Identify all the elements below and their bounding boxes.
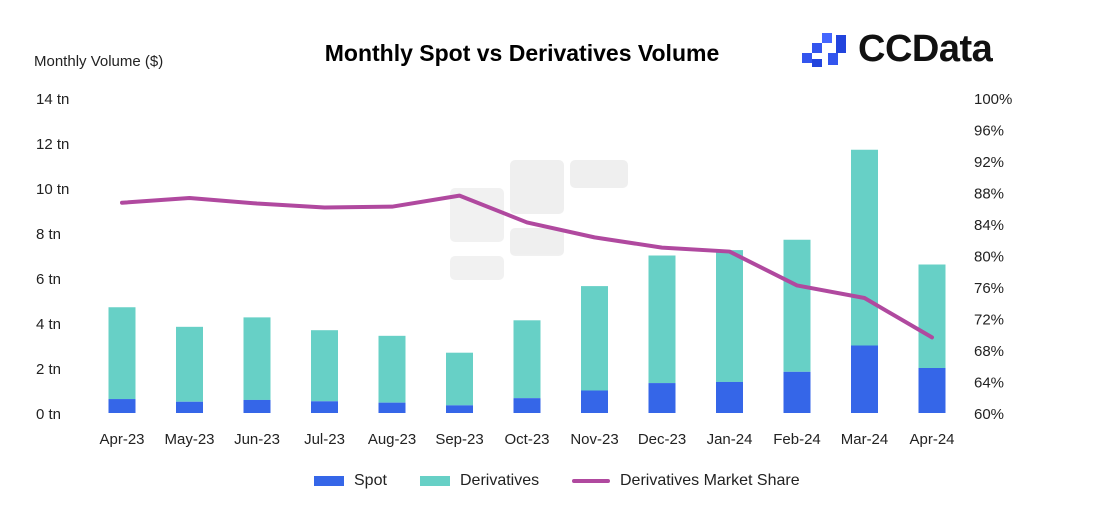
bar-spot-Sep-23 <box>446 405 473 413</box>
bar-spot-Nov-23 <box>581 390 608 413</box>
bar-spot-Jan-24 <box>716 381 743 413</box>
bar-derivatives-May-23 <box>176 326 203 402</box>
y2-tick-label: 100% <box>974 91 1012 108</box>
y-tick-label: 12 tn <box>36 136 69 153</box>
watermark <box>450 160 628 280</box>
y-tick-label: 8 tn <box>36 226 61 243</box>
y2-tick-label: 80% <box>974 249 1004 266</box>
legend-item-derivatives: Derivatives <box>420 472 539 490</box>
x-tick-label: Dec-23 <box>638 431 686 448</box>
x-tick-label: Jun-23 <box>234 431 280 448</box>
y-tick-label: 0 tn <box>36 406 61 423</box>
y2-tick-label: 60% <box>974 406 1004 423</box>
bar-derivatives-Mar-24 <box>851 149 878 346</box>
x-tick-label: Feb-24 <box>773 431 821 448</box>
y-tick-label: 6 tn <box>36 271 61 288</box>
y2-tick-label: 88% <box>974 186 1004 203</box>
bar-derivatives-Apr-24 <box>918 264 946 368</box>
y2-tick-label: 84% <box>974 217 1004 234</box>
legend: Spot Derivatives Derivatives Market Shar… <box>0 472 1094 496</box>
bar-derivatives-Apr-23 <box>108 307 136 400</box>
legend-label-share: Derivatives Market Share <box>620 472 800 489</box>
y2-tick-label: 72% <box>974 312 1004 329</box>
bar-derivatives-Oct-23 <box>513 320 541 399</box>
x-tick-label: Jul-23 <box>304 431 345 448</box>
bar-derivatives-Nov-23 <box>581 286 608 391</box>
bar-spot-Dec-23 <box>648 383 676 413</box>
legend-item-share: Derivatives Market Share <box>572 472 800 490</box>
bar-spot-Apr-23 <box>108 399 136 413</box>
bar-derivatives-Jan-24 <box>716 250 743 382</box>
logo-text: CCData <box>858 27 993 70</box>
y-tick-label: 4 tn <box>36 316 61 333</box>
bar-derivatives-Feb-24 <box>783 239 811 372</box>
x-tick-label: Nov-23 <box>570 431 618 448</box>
x-tick-label: Apr-23 <box>99 431 144 448</box>
bar-spot-Apr-24 <box>918 368 946 413</box>
y2-tick-label: 96% <box>974 123 1004 140</box>
x-tick-label: May-23 <box>164 431 214 448</box>
bar-derivatives-Jun-23 <box>243 317 271 400</box>
x-tick-label: Jan-24 <box>707 431 753 448</box>
y2-tick-label: 76% <box>974 280 1004 297</box>
bar-spot-Jun-23 <box>243 399 271 413</box>
bar-spot-May-23 <box>176 401 203 413</box>
x-tick-label: Sep-23 <box>435 431 483 448</box>
bar-derivatives-Dec-23 <box>648 255 676 384</box>
bar-derivatives-Jul-23 <box>311 330 338 402</box>
y2-tick-label: 64% <box>974 375 1004 392</box>
legend-swatch-derivatives <box>420 476 450 486</box>
y-tick-label: 14 tn <box>36 91 69 108</box>
legend-swatch-share <box>572 479 610 483</box>
ccdata-logo: CCData <box>802 26 993 72</box>
y-axis-title: Monthly Volume ($) <box>34 53 164 70</box>
y-tick-label: 10 tn <box>36 181 69 198</box>
bar-spot-Oct-23 <box>513 398 541 413</box>
chart-title: Monthly Spot vs Derivatives Volume <box>324 40 720 66</box>
legend-swatch-spot <box>314 476 344 486</box>
legend-item-spot: Spot <box>314 472 387 490</box>
bar-derivatives-Sep-23 <box>446 352 473 406</box>
legend-label-derivatives: Derivatives <box>460 472 540 489</box>
bar-spot-Feb-24 <box>783 371 811 413</box>
bar-spot-Jul-23 <box>311 401 338 413</box>
y-tick-label: 2 tn <box>36 361 61 378</box>
x-tick-label: Oct-23 <box>504 431 549 448</box>
ccdata-logo-icon <box>802 33 846 67</box>
legend-label-spot: Spot <box>354 472 387 489</box>
x-tick-label: Apr-24 <box>909 431 954 448</box>
x-tick-label: Aug-23 <box>368 431 416 448</box>
bar-spot-Mar-24 <box>851 345 878 413</box>
y2-tick-label: 92% <box>974 154 1004 171</box>
bar-spot-Aug-23 <box>378 402 406 413</box>
y2-tick-label: 68% <box>974 343 1004 360</box>
x-tick-label: Mar-24 <box>841 431 889 448</box>
bar-derivatives-Aug-23 <box>378 335 406 403</box>
